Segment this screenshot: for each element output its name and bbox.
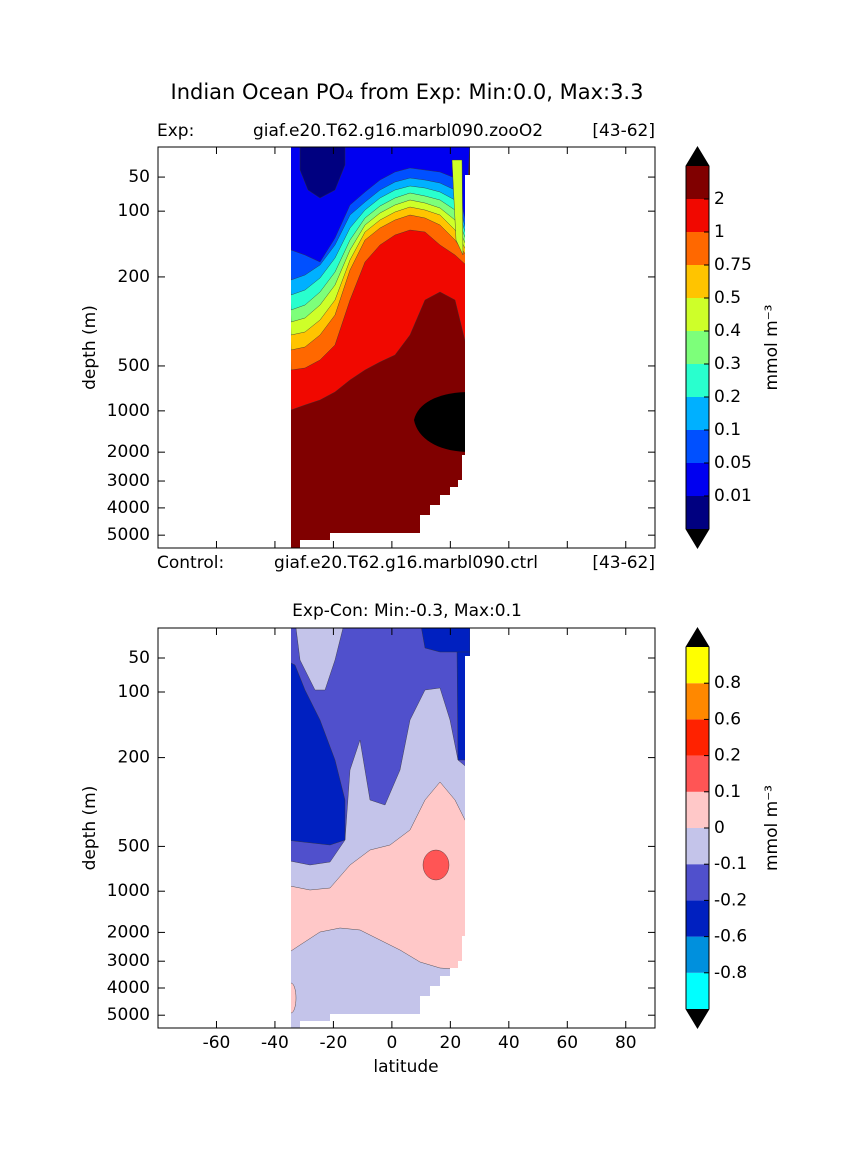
y-tick-label: 100 [118,682,150,702]
colorbar-box [686,331,709,364]
subtitle-center: giaf.e20.T62.g16.marbl090.ctrl [274,553,538,573]
y-tick-label: 50 [128,648,150,668]
x-tick-label: 0 [386,1033,397,1053]
subtitle-center: giaf.e20.T62.g16.marbl090.zooO2 [253,121,543,141]
colorbar-tick-label: 0.6 [714,709,741,729]
colorbar-tick-label: 1 [714,222,725,242]
colorbar-box [686,496,709,529]
x-tick-label: -40 [261,1033,289,1053]
contour-region [291,781,470,971]
y-tick-label: 3000 [107,471,150,491]
colorbar-tick-label: -0.6 [714,927,747,947]
y-tick-label: 500 [118,356,150,376]
colorbar-tick-label: 0.5 [714,288,741,308]
colorbar-box [686,463,709,496]
colorbar-tick-label: 0 [714,818,725,838]
y-tick-label: 3000 [107,951,150,971]
contour-region [294,628,346,691]
colorbar-extend-top [686,147,709,166]
colorbar-box [686,828,709,865]
colorbar-tick-label: 0.2 [714,746,741,766]
y-tick-label: 5000 [107,1005,150,1025]
contour-region [291,659,346,846]
colorbar-box [686,755,709,792]
colorbar-tick-label: 2 [714,189,725,209]
y-tick-label: 1000 [107,881,150,901]
colorbar-box [686,298,709,331]
contour-region [422,849,450,881]
panel-title: Exp-Con: Min:-0.3, Max:0.1 [292,601,522,621]
plot-frame [157,146,656,549]
subtitle-right: [43-62] [592,553,655,573]
colorbar-box [686,683,709,720]
contour-region [451,159,464,256]
colorbar-tick-label: 0.2 [714,387,741,407]
y-tick-label: 2000 [107,442,150,462]
contour-region [419,628,470,653]
y-tick-label: 500 [118,836,150,856]
contour-field [291,628,470,1028]
colorbar-label: mmol m⁻³ [762,785,782,871]
colorbar-label: mmol m⁻³ [762,305,782,391]
colorbar-tick-label: 0.4 [714,321,741,341]
colorbar-tick-label: 0.3 [714,354,741,374]
y-tick-label: 200 [118,748,150,768]
colorbar-extend-bottom [686,529,709,548]
y-axis-label: depth (m) [80,786,100,871]
x-axis-label: latitude [373,1057,438,1077]
colorbar-box [686,364,709,397]
colorbar-frame [685,146,710,549]
colorbar-box [686,647,709,684]
colorbar-extend-bottom [686,1009,709,1028]
colorbar-tick-label: -0.2 [714,890,747,910]
x-tick-label: 40 [498,1033,520,1053]
colorbar-box [686,864,709,901]
colorbar-tick-label: 0.01 [714,486,752,506]
subtitle-left: Exp: [157,121,194,141]
colorbar-tick-label: 0.75 [714,255,752,275]
contour-field [291,147,470,548]
colorbar-frame [685,627,710,1029]
x-tick-label: 20 [440,1033,462,1053]
colorbar-tick-label: 0.8 [714,673,741,693]
colorbar-tick-label: 0.1 [714,420,741,440]
y-tick-label: 4000 [107,978,150,998]
colorbar-box [686,397,709,430]
contour-region [299,147,346,199]
colorbar-tick-label: 0.05 [714,453,752,473]
colorbar-box [686,232,709,265]
colorbar-box [686,430,709,463]
colorbar-box [686,265,709,298]
y-tick-label: 50 [128,167,150,187]
contour-region [291,982,297,1014]
y-tick-label: 4000 [107,498,150,518]
x-tick-label: -20 [320,1033,348,1053]
colorbar-extend-top [686,628,709,647]
contour-region [414,392,470,452]
colorbar-tick-label: -0.8 [714,963,747,983]
colorbar-tick-label: -0.1 [714,854,747,874]
colorbar-box [686,791,709,828]
y-axis-label: depth (m) [80,305,100,390]
colorbar-box [686,166,709,199]
y-tick-label: 1000 [107,401,150,421]
y-tick-label: 100 [118,201,150,221]
y-tick-label: 200 [118,267,150,287]
colorbar-tick-label: 0.1 [714,782,741,802]
colorbar-box [686,719,709,756]
subtitle-left: Control: [157,553,224,573]
panel-title: Indian Ocean PO₄ from Exp: Min:0.0, Max:… [171,80,644,104]
colorbar-box [686,199,709,232]
colorbar-box [686,900,709,937]
x-tick-label: -60 [203,1033,231,1053]
subtitle-right: [43-62] [592,121,655,141]
y-tick-label: 5000 [107,525,150,545]
colorbar-box [686,972,709,1009]
plot-frame [157,627,656,1029]
x-tick-label: 60 [556,1033,578,1053]
colorbar-box [686,936,709,973]
y-tick-label: 2000 [107,922,150,942]
x-tick-label: 80 [615,1033,637,1053]
